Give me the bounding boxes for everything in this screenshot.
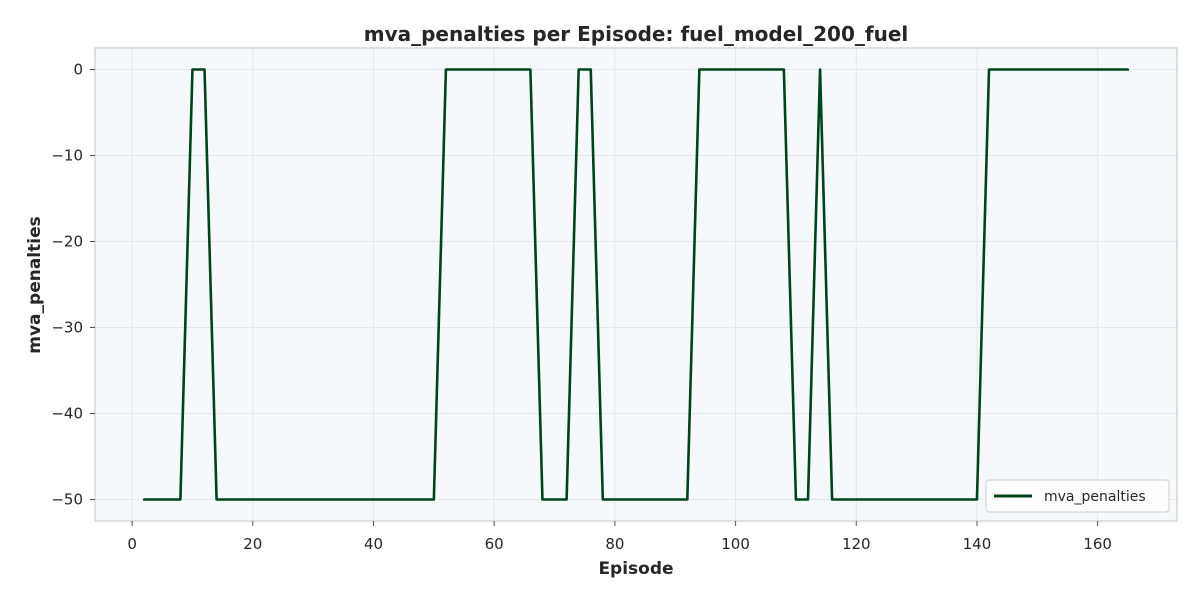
x-tick-label: 80 <box>605 535 624 553</box>
x-tick-label: 100 <box>721 535 750 553</box>
y-axis-ticks: 0 −10 −20 −30 −40 −50 <box>51 61 95 509</box>
y-tick-label: 0 <box>73 61 83 79</box>
y-tick-label: −50 <box>51 491 83 509</box>
axes-spines <box>94 47 1178 522</box>
y-tick-label: −20 <box>51 233 83 251</box>
y-tick-label: −30 <box>51 319 83 337</box>
x-tick-label: 20 <box>243 535 262 553</box>
series-layer <box>142 68 1130 501</box>
x-axis-ticks: 0 20 40 60 80 100 120 140 160 <box>127 521 1112 553</box>
x-tick-label: 140 <box>963 535 992 553</box>
y-tick-label: −40 <box>51 405 83 423</box>
x-tick-label: 120 <box>842 535 871 553</box>
y-tick-label: −10 <box>51 147 83 165</box>
x-tick-label: 160 <box>1083 535 1112 553</box>
chart-title: mva_penalties per Episode: fuel_model_20… <box>364 22 909 46</box>
legend-label: mva_penalties <box>1044 489 1146 505</box>
series-line-mva-penalties <box>142 68 1130 501</box>
legend-box <box>985 479 1170 513</box>
plot-area <box>95 48 1177 521</box>
x-tick-label: 60 <box>485 535 504 553</box>
y-axis-label: mva_penalties <box>25 216 45 353</box>
x-tick-label: 40 <box>364 535 383 553</box>
x-tick-label: 0 <box>127 535 137 553</box>
axes-frame <box>94 47 1178 522</box>
x-axis-label: Episode <box>598 559 673 579</box>
legend: mva_penalties <box>985 479 1170 513</box>
